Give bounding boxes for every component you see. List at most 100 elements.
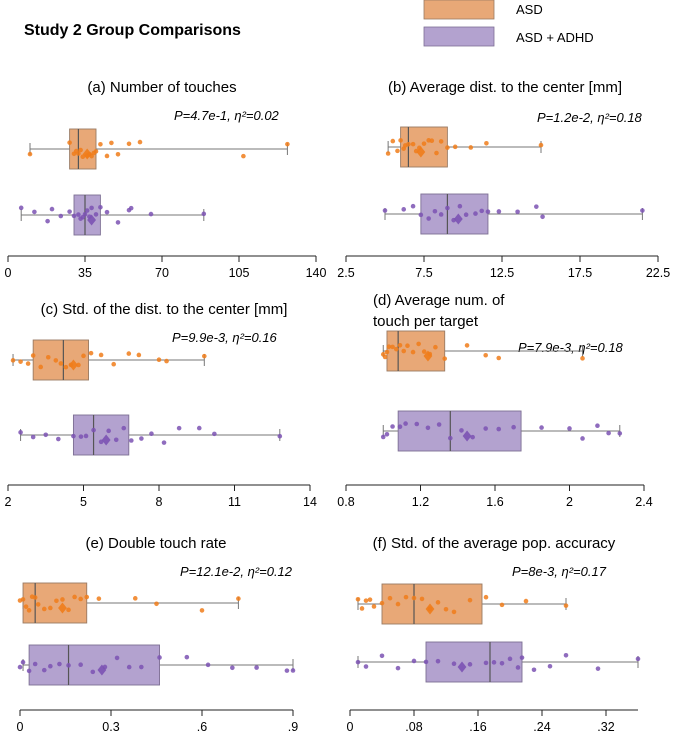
data-point [156,357,162,363]
x-tick-label: 0.8 [337,495,354,509]
data-point [595,423,600,429]
data-point [410,203,416,209]
data-point [106,428,111,434]
data-point [563,603,569,608]
x-tick-label: 0 [17,720,24,734]
data-point [401,207,407,212]
data-point [595,666,601,671]
data-point [448,435,453,441]
data-point [78,434,84,439]
data-point [126,351,132,356]
mean-marker [82,148,92,160]
data-point [49,206,55,212]
data-point [53,358,59,363]
mean-marker [423,350,433,362]
data-point [479,208,485,214]
data-point [154,601,159,607]
panel-stat-annotation: P=1.2e-2, η²=0.18 [537,110,643,125]
data-point [547,663,553,669]
data-point [48,663,53,669]
data-point [445,205,450,211]
data-point [397,342,403,348]
panel-title: (e) Double touch rate [86,535,227,552]
series-asd-adhd [17,644,296,686]
x-tick-label: 17.5 [568,266,592,280]
legend-label-asd: ASD [516,2,543,17]
data-point [403,421,408,426]
data-point [93,149,99,154]
data-point [411,658,417,664]
mean-marker [462,430,472,442]
data-point [379,600,385,606]
data-point [26,668,32,674]
data-point [90,669,96,675]
data-point [58,213,64,219]
data-point [66,663,71,668]
data-point [32,661,38,667]
data-point [423,659,429,665]
data-point [470,434,475,440]
data-point [359,606,365,611]
data-point [43,432,49,438]
x-tick-label: 12.5 [490,266,514,280]
mean-marker [101,434,111,446]
data-point [411,595,417,601]
x-tick-label: .32 [597,720,614,734]
x-tick-label: 0.3 [102,720,119,734]
data-point [386,344,392,350]
panel-stat-annotation: P=7.9e-3, η²=0.18 [518,340,624,355]
data-point [395,148,400,154]
data-point [93,212,99,217]
iqr-box [32,339,89,381]
data-point [176,425,182,431]
data-point [89,205,94,211]
data-point [523,598,529,604]
iqr-box [425,641,523,683]
x-tick-label: 0 [5,266,12,280]
data-point [438,139,444,144]
data-point [128,205,134,211]
data-point [196,425,202,431]
data-point [88,350,94,356]
iqr-box [28,644,160,686]
data-point [419,596,425,602]
data-point [284,668,290,673]
data-point [451,661,457,667]
data-point [397,424,403,430]
data-point [367,597,373,602]
data-point [109,140,114,146]
data-point [161,440,167,445]
data-point [91,427,96,433]
series-asd-adhd [18,414,283,456]
data-point [30,434,36,440]
data-point [473,211,478,216]
series-asd [355,583,569,625]
data-point [115,220,121,225]
data-point [126,664,132,670]
data-point [54,598,59,604]
x-tick-label: 14 [303,495,317,509]
figure-title: Study 2 Group Comparisons [24,22,241,39]
data-point [254,665,259,670]
data-point [30,353,36,358]
data-point [149,431,154,437]
data-point [290,668,296,673]
data-point [436,422,442,427]
mean-marker [97,664,107,676]
data-point [83,433,89,439]
data-point [617,431,623,436]
x-tick-label: 2 [5,495,12,509]
data-point [98,352,104,358]
x-tick-label: 2.5 [337,266,354,280]
data-point [277,433,283,439]
panel-f: (f) Std. of the average pop. accuracy P=8… [347,535,641,734]
data-point [363,664,369,669]
iqr-box [400,126,448,168]
data-point [395,601,401,607]
data-point [567,426,572,431]
data-point [41,667,47,673]
data-point [640,208,645,213]
x-tick-label: 22.5 [646,266,670,280]
data-point [483,352,488,358]
series-asd [380,330,585,372]
